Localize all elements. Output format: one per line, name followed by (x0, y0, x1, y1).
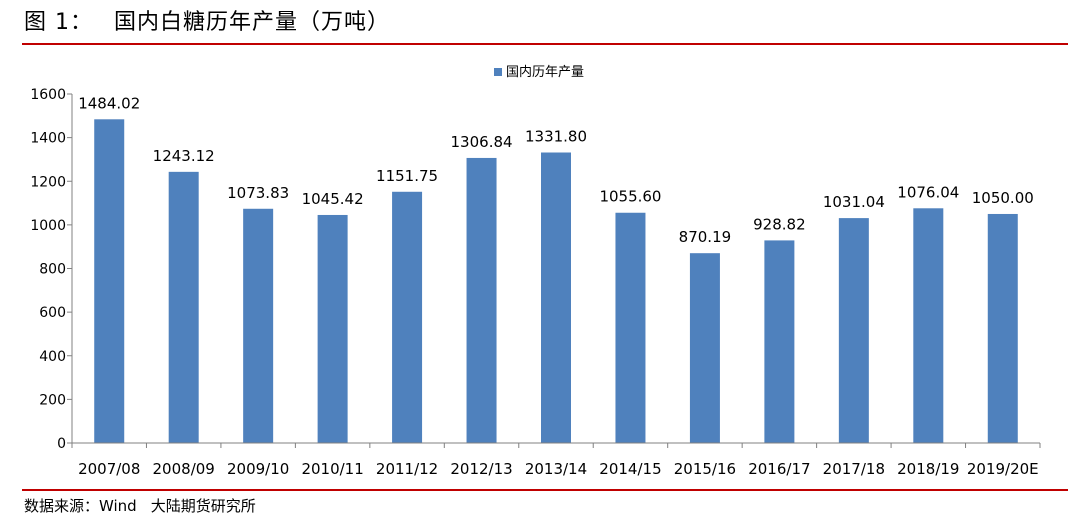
figure-label: 图 1： (24, 10, 93, 35)
y-tick-label: 0 (57, 436, 66, 452)
bar (541, 152, 571, 443)
x-axis: 2007/08 2008/09 2009/10 2010/11 2011/12 2012/… (71, 442, 1041, 478)
bar (168, 171, 199, 443)
bar-value-label: 928.82 (753, 215, 806, 233)
bar-value-label: 1243.12 (153, 147, 215, 165)
value-labels: 1484.02 1243.12 1073.83 1045.42 1151.75 1306.… (78, 94, 1034, 246)
x-tick-label: 2008/09 (153, 460, 215, 478)
bar (913, 208, 944, 443)
bar (466, 157, 497, 443)
x-tick-label: 2009/10 (227, 460, 289, 478)
bar-value-label: 1055.60 (599, 188, 661, 206)
bar-chart: 国内历年产量 0 200 400 600 800 1000 1200 1400 1600 148… (30, 64, 1041, 478)
x-tick-label: 2013/14 (525, 460, 587, 478)
bar (94, 119, 125, 444)
bar (689, 253, 720, 443)
legend-swatch (494, 68, 502, 76)
bar-value-label: 1484.02 (78, 94, 140, 112)
bar-value-label: 1076.04 (897, 183, 959, 201)
bar (243, 208, 274, 443)
bars (94, 119, 1018, 444)
x-tick-label: 2018/19 (897, 460, 959, 478)
bar (838, 218, 869, 443)
y-tick-label: 200 (39, 392, 66, 408)
x-tick-label: 2016/17 (748, 460, 810, 478)
y-tick-label: 1600 (30, 87, 66, 103)
bar (764, 240, 795, 443)
y-tick-label: 600 (39, 305, 66, 321)
legend-label: 国内历年产量 (506, 64, 584, 80)
x-tick-label: 2014/15 (599, 460, 661, 478)
bar-value-label: 1050.00 (972, 189, 1034, 207)
x-tick-label: 2019/20E (967, 460, 1039, 478)
bar (987, 213, 1018, 443)
x-tick-label: 2010/11 (301, 460, 363, 478)
bar (392, 191, 423, 443)
bar (317, 214, 348, 443)
bar-value-label: 1073.83 (227, 184, 289, 202)
x-tick-label: 2017/18 (823, 460, 885, 478)
y-tick-label: 1000 (30, 218, 66, 234)
y-tick-label: 800 (39, 262, 66, 278)
figure-title-text: 国内白糖历年产量（万吨） (114, 10, 391, 35)
x-tick-label: 2007/08 (78, 460, 140, 478)
x-tick-label: 2011/12 (376, 460, 438, 478)
x-tick-label: 2012/13 (450, 460, 512, 478)
y-tick-label: 1200 (30, 174, 66, 190)
figure-title: 图 1： 国内白糖历年产量（万吨） (24, 6, 390, 40)
bar-value-label: 1151.75 (376, 167, 438, 185)
y-tick-label: 1400 (30, 131, 66, 147)
bar-value-label: 1331.80 (525, 128, 587, 146)
x-tick-label: 2015/16 (674, 460, 736, 478)
title-rule (22, 43, 1068, 45)
chart-legend: 国内历年产量 (494, 64, 584, 80)
y-tick-label: 400 (39, 349, 66, 365)
bar-value-label: 1031.04 (823, 193, 885, 211)
bar (615, 212, 646, 443)
source-rule (22, 489, 1068, 491)
source-note: 数据来源：Wind 大陆期货研究所 (24, 494, 256, 518)
bar-value-label: 1045.42 (302, 190, 364, 208)
source-org: 大陆期货研究所 (150, 497, 256, 515)
source-prefix: 数据来源：Wind (24, 497, 137, 515)
bar-value-label: 1306.84 (451, 133, 513, 151)
y-axis: 0 200 400 600 800 1000 1200 1400 1600 (30, 87, 73, 452)
bar-value-label: 870.19 (679, 228, 732, 246)
